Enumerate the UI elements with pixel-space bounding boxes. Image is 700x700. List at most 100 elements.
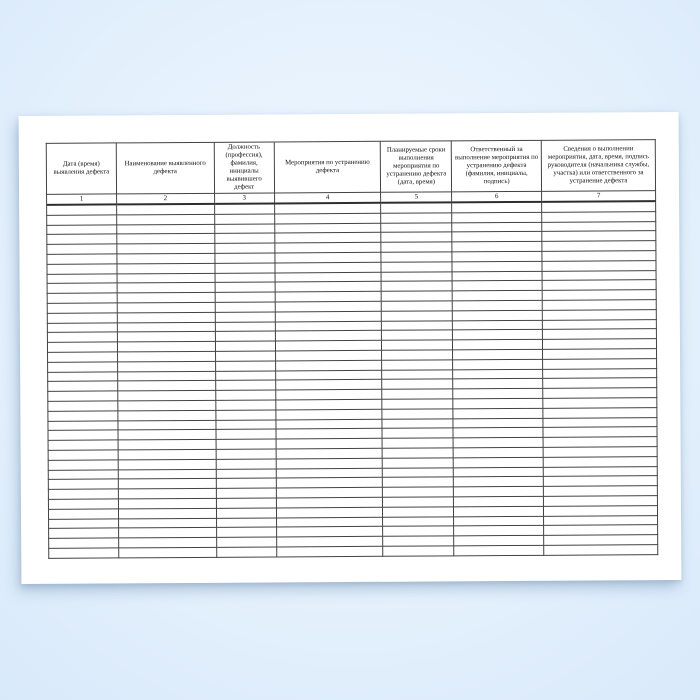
table-cell [117, 419, 216, 431]
table-cell [117, 321, 216, 333]
table-cell [276, 497, 383, 508]
table-cell [275, 330, 382, 342]
table-cell [46, 263, 117, 274]
table-cell [215, 419, 276, 430]
table-cell [453, 535, 544, 546]
table-cell [47, 351, 118, 363]
table-cell [47, 381, 118, 392]
table-cell [383, 526, 454, 537]
table-cell [47, 302, 118, 314]
table-cell [452, 329, 543, 341]
table-cell [381, 212, 453, 223]
table-cell [48, 449, 119, 461]
table-cell [116, 214, 215, 225]
table-cell [47, 293, 118, 304]
table-cell [275, 409, 383, 420]
table-cell [48, 440, 119, 451]
table-cell [117, 370, 216, 382]
table-cell [275, 477, 383, 489]
table-cell [48, 498, 119, 510]
table-cell [452, 270, 543, 282]
table-cell [214, 233, 275, 244]
table-cell [275, 467, 383, 479]
table-cell [453, 417, 544, 429]
table-cell [382, 418, 454, 429]
table-cell [381, 281, 453, 292]
table-cell [47, 283, 118, 294]
table-cell [118, 527, 217, 539]
table-cell [275, 389, 383, 400]
table-cell [215, 311, 275, 322]
table-cell [215, 439, 276, 450]
table-cell [274, 252, 382, 263]
table-cell [275, 438, 383, 449]
table-cell [451, 212, 542, 223]
table-cell [117, 331, 216, 343]
table-cell [452, 368, 543, 380]
table-cell [48, 528, 119, 539]
table-cell [118, 508, 217, 519]
table-cell [274, 271, 382, 283]
table-cell [382, 467, 454, 478]
table-cell [453, 457, 544, 468]
table-cell [274, 222, 382, 234]
table-cell [216, 527, 277, 538]
table-cell [118, 498, 217, 509]
table-cell [47, 391, 118, 402]
table-cell [214, 203, 275, 215]
table-cell [452, 290, 543, 301]
table-cell [274, 291, 382, 302]
table-cell [453, 427, 544, 438]
table-cell [382, 408, 454, 419]
table-cell [383, 535, 455, 547]
table-cell [382, 447, 454, 459]
table-cell [216, 507, 277, 518]
table-cell [275, 487, 383, 498]
table-cell [382, 359, 453, 370]
table-cell [274, 301, 382, 312]
table-cell [381, 291, 453, 302]
table-cell [118, 449, 216, 460]
table-cell [47, 410, 118, 421]
table-cell [453, 476, 544, 487]
table-cell [275, 350, 383, 361]
table-cell [48, 479, 119, 490]
column-header-2: Наименование выявленного дефекта [116, 142, 215, 194]
table-cell [452, 261, 543, 272]
table-cell [47, 430, 118, 441]
table-cell [275, 379, 383, 391]
table-cell [453, 437, 544, 448]
table-cell [275, 399, 383, 410]
table-cell [47, 342, 118, 353]
table-cell [118, 488, 217, 499]
table-cell [452, 241, 543, 252]
table-cell [214, 272, 275, 283]
defect-log-table: Дата (время) выявления дефекта Наименован… [45, 139, 659, 559]
table-cell [382, 389, 454, 400]
table-cell [46, 244, 117, 255]
table-header: Дата (время) выявления дефекта Наименован… [46, 139, 656, 205]
table-cell [382, 379, 454, 390]
table-cell [275, 428, 383, 440]
column-header-3: Должность (профессия), фамилия, инициалы… [213, 141, 275, 194]
table-cell [381, 340, 453, 351]
table-cell [276, 546, 384, 557]
table-cell [116, 223, 215, 235]
column-number-2: 2 [116, 193, 215, 205]
table-cell [46, 253, 117, 265]
table-cell [214, 301, 275, 313]
table-cell [381, 271, 453, 282]
table-cell [118, 517, 217, 529]
table-cell [214, 243, 275, 254]
table-cell [116, 243, 215, 254]
column-header-7: Сведения о выполнении мероприятия, дата,… [541, 139, 656, 192]
table-cell [47, 312, 118, 323]
table-cell [214, 282, 275, 293]
table-cell [381, 222, 453, 233]
column-header-6: Ответственный за выполнение мероприятия … [451, 140, 542, 192]
table-cell [46, 214, 117, 225]
table-cell [453, 525, 544, 536]
table-cell [117, 429, 216, 441]
column-number-7: 7 [541, 190, 656, 202]
table-cell [275, 448, 383, 459]
